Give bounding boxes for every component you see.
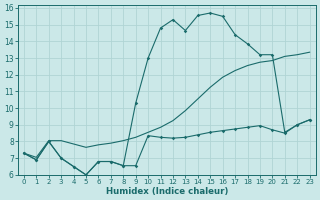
X-axis label: Humidex (Indice chaleur): Humidex (Indice chaleur) [106,187,228,196]
